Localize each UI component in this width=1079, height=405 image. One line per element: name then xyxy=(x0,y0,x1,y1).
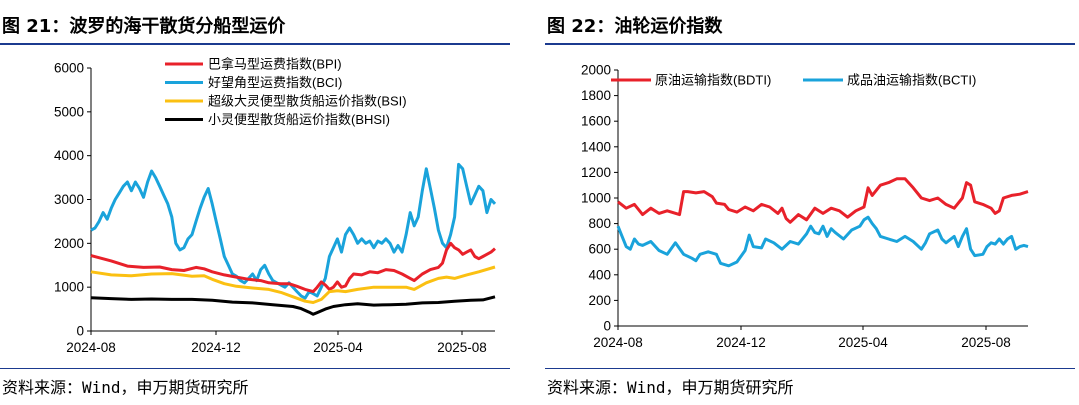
legend-label-0: 巴拿马型运费指数(BPI) xyxy=(208,57,342,72)
series-line-1 xyxy=(90,162,497,300)
legend-label-3: 小灵便型散货船运价指数(BHSI) xyxy=(208,112,390,127)
y-tick-label: 0 xyxy=(76,324,84,339)
y-tick-label: 800 xyxy=(588,216,611,231)
y-tick-label: 2000 xyxy=(54,236,84,251)
x-tick-label: 2025-08 xyxy=(437,340,487,355)
y-tick-label: 3000 xyxy=(54,192,84,207)
y-tick-label: 0 xyxy=(603,319,611,334)
series-line-0 xyxy=(617,177,1029,224)
y-tick-label: 1200 xyxy=(581,165,611,180)
legend-label-1: 好望角型运费指数(BCI) xyxy=(208,75,342,90)
source-note: 资料来源：Wind，申万期货研究所 xyxy=(547,378,794,397)
x-tick-label: 2025-04 xyxy=(838,335,888,350)
x-tick-label: 2024-08 xyxy=(593,335,643,350)
y-tick-label: 200 xyxy=(588,293,611,308)
series-line-1 xyxy=(616,215,1029,268)
y-tick-label: 400 xyxy=(588,267,611,282)
legend-label-0: 原油运输指数(BDTI) xyxy=(655,73,771,88)
y-tick-label: 1000 xyxy=(581,191,611,206)
figure-title: 图 21：波罗的海干散货分船型运价 xyxy=(2,16,286,37)
legend-label-1: 成品油运输指数(BCTI) xyxy=(847,73,976,88)
y-tick-label: 1000 xyxy=(54,280,84,295)
x-tick-label: 2024-12 xyxy=(191,340,241,355)
tanker-freight-chart: 0 200 400 600 800 1000 1200 1400 1600 1800 2000 202… xyxy=(581,63,1029,350)
y-tick-label: 4000 xyxy=(54,148,84,163)
panel-tanker-freight: 图 22：油轮运价指数 0 200 400 600 800 1000 1200 1400 160… xyxy=(545,0,1079,405)
x-tick-label: 2024-08 xyxy=(66,340,116,355)
x-tick-label: 2024-12 xyxy=(716,335,766,350)
series-line-0 xyxy=(90,241,496,294)
y-tick-label: 600 xyxy=(588,242,611,257)
panel-bulk-freight: 图 21：波罗的海干散货分船型运价 0 1000 2000 3000 4000 5000 6… xyxy=(0,0,520,405)
y-tick-label: 5000 xyxy=(54,104,84,119)
y-tick-label: 1600 xyxy=(581,114,611,129)
legend-label-2: 超级大灵便型散货船运价指数(BSI) xyxy=(208,94,407,109)
bulk-freight-chart: 0 1000 2000 3000 4000 5000 6000 2024-08 2024-12 2… xyxy=(54,57,497,355)
source-rule xyxy=(0,368,510,369)
title-rule xyxy=(0,43,510,45)
y-tick-label: 6000 xyxy=(54,61,84,76)
y-tick-label: 1400 xyxy=(581,139,611,154)
figure-title: 图 22：油轮运价指数 xyxy=(547,16,723,37)
source-rule xyxy=(545,368,1075,369)
x-tick-label: 2025-08 xyxy=(961,335,1011,350)
series-line-2 xyxy=(90,265,496,304)
y-tick-label: 1800 xyxy=(581,88,611,103)
x-tick-label: 2025-04 xyxy=(313,340,363,355)
source-note: 资料来源：Wind，申万期货研究所 xyxy=(2,378,249,397)
series-line-3 xyxy=(90,295,496,316)
y-tick-label: 2000 xyxy=(581,63,611,78)
title-rule xyxy=(545,43,1075,45)
